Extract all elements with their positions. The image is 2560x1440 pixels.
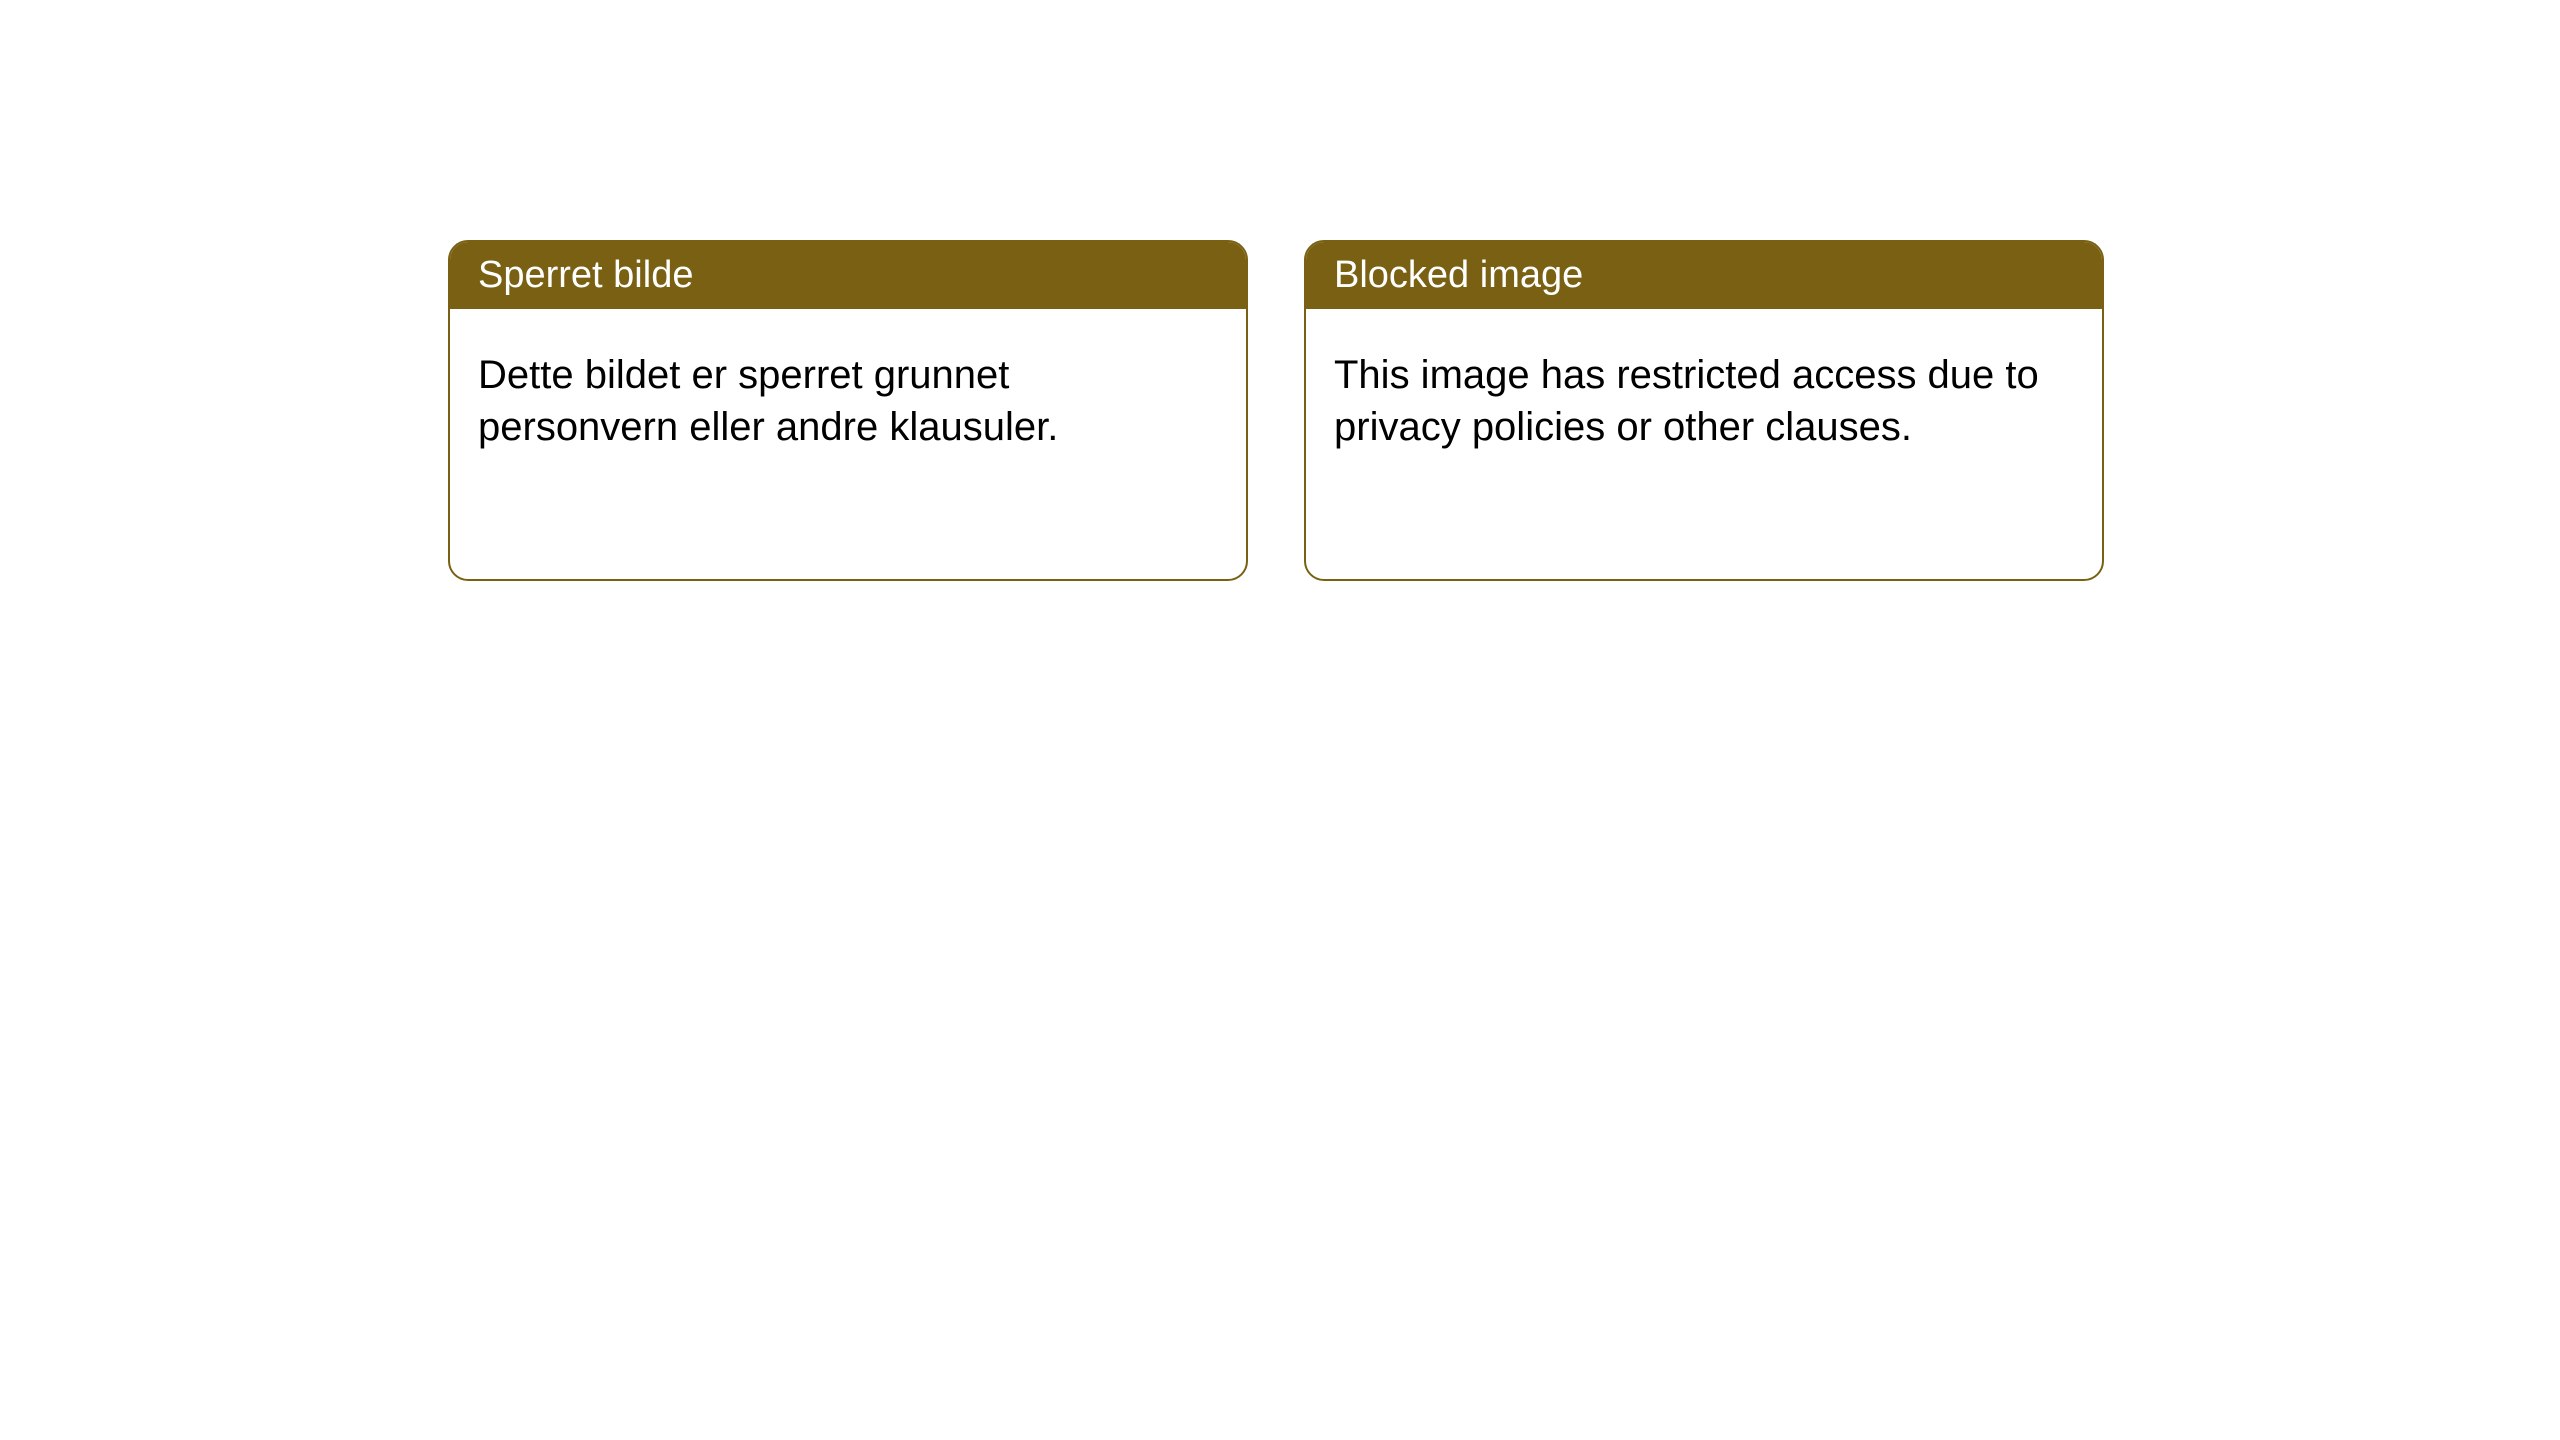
notice-container: Sperret bilde Dette bildet er sperret gr… — [0, 0, 2560, 581]
notice-card-norwegian: Sperret bilde Dette bildet er sperret gr… — [448, 240, 1248, 581]
notice-body-text: Dette bildet er sperret grunnet personve… — [478, 353, 1058, 449]
notice-body: Dette bildet er sperret grunnet personve… — [450, 309, 1246, 579]
notice-body: This image has restricted access due to … — [1306, 309, 2102, 579]
notice-card-english: Blocked image This image has restricted … — [1304, 240, 2104, 581]
notice-header: Sperret bilde — [450, 242, 1246, 309]
notice-title: Blocked image — [1334, 254, 1583, 296]
notice-title: Sperret bilde — [478, 254, 693, 296]
notice-body-text: This image has restricted access due to … — [1334, 353, 2039, 449]
notice-header: Blocked image — [1306, 242, 2102, 309]
